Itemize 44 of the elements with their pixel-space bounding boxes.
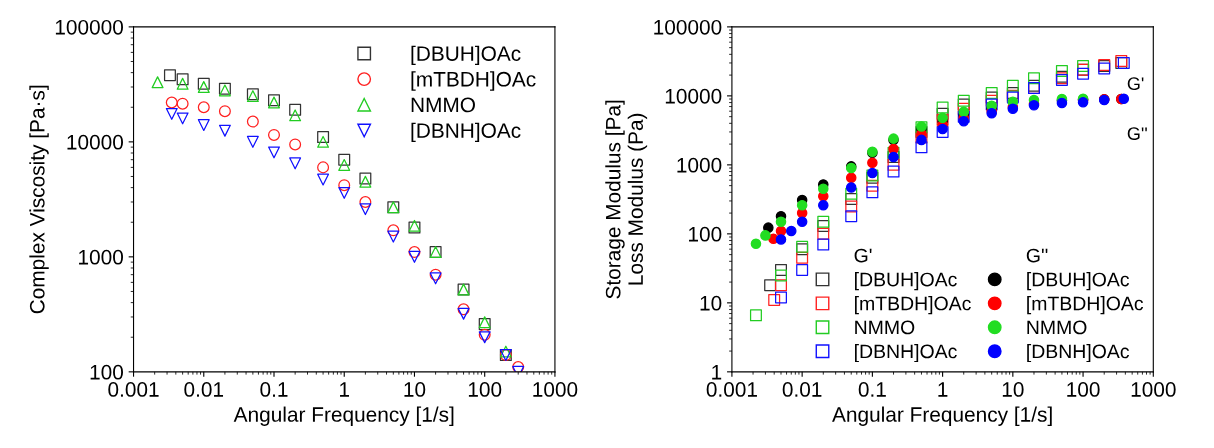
legend-label: [mTBDH]OAc — [1027, 296, 1144, 315]
y-tick-label: 100000 — [654, 19, 722, 35]
y-tick-label: 1000 — [79, 249, 124, 265]
x-tick-label: 0.1 — [260, 382, 288, 397]
legend-label: [DBUH]OAc — [411, 45, 521, 66]
x-tick-label: 1 — [340, 382, 350, 397]
legend-label: [DBNH]OAc — [411, 122, 521, 143]
y-tick-label: 1 — [712, 365, 722, 380]
annotation: G' — [854, 248, 872, 263]
x-tick-label: 0.01 — [782, 382, 822, 397]
x-tick-label: 100 — [468, 382, 502, 397]
x-axis-title: Angular Frequency [1/s] — [233, 406, 454, 426]
legend-label: [mTBDH]OAc — [411, 71, 536, 91]
legend-label: [mTBDH]OAc — [855, 296, 971, 315]
y-tick-label: 10000 — [665, 88, 722, 104]
annotation: G' — [1127, 77, 1144, 91]
x-tick-label: 1000 — [1131, 382, 1176, 397]
x-tick-label: 0.001 — [108, 382, 159, 397]
x-tick-label: 10 — [1002, 382, 1024, 397]
x-tick-label: 1 — [938, 382, 948, 397]
y-axis-title: Storage Modulus [Pa] Loss Modulus (Pa) — [605, 100, 648, 299]
legend-label: NMMO — [411, 97, 475, 113]
annotation: G'' — [1127, 127, 1147, 140]
x-tick-label: 10 — [404, 382, 426, 397]
y-axis-title: Complex Viscosity [Pa·s] — [29, 85, 49, 314]
legend-label: NMMO — [1027, 320, 1087, 335]
x-tick-label: 1000 — [533, 382, 578, 397]
legend-label: [DBUH]OAc — [855, 272, 957, 291]
y-tick-label: 10000 — [67, 134, 124, 150]
y-tick-label: 100 — [90, 364, 124, 380]
x-tick-label: 100 — [1067, 382, 1100, 397]
x-tick-label: 0.1 — [858, 382, 886, 397]
x-tick-label: 0.001 — [706, 382, 757, 397]
legend-label: NMMO — [855, 320, 915, 335]
legend-label: [DBNH]OAc — [855, 343, 957, 363]
legend-label: [DBNH]OAc — [1027, 343, 1130, 363]
y-tick-label: 10 — [700, 295, 722, 311]
y-tick-label: 100 — [689, 226, 722, 242]
y-tick-label: 1000 — [677, 157, 722, 173]
y-tick-label: 100000 — [55, 19, 124, 35]
annotation: G'' — [1026, 248, 1048, 263]
x-axis-title: Angular Frequency [1/s] — [832, 406, 1052, 426]
legend-label: [DBUH]OAc — [1027, 272, 1130, 291]
x-tick-label: 0.01 — [184, 382, 224, 397]
